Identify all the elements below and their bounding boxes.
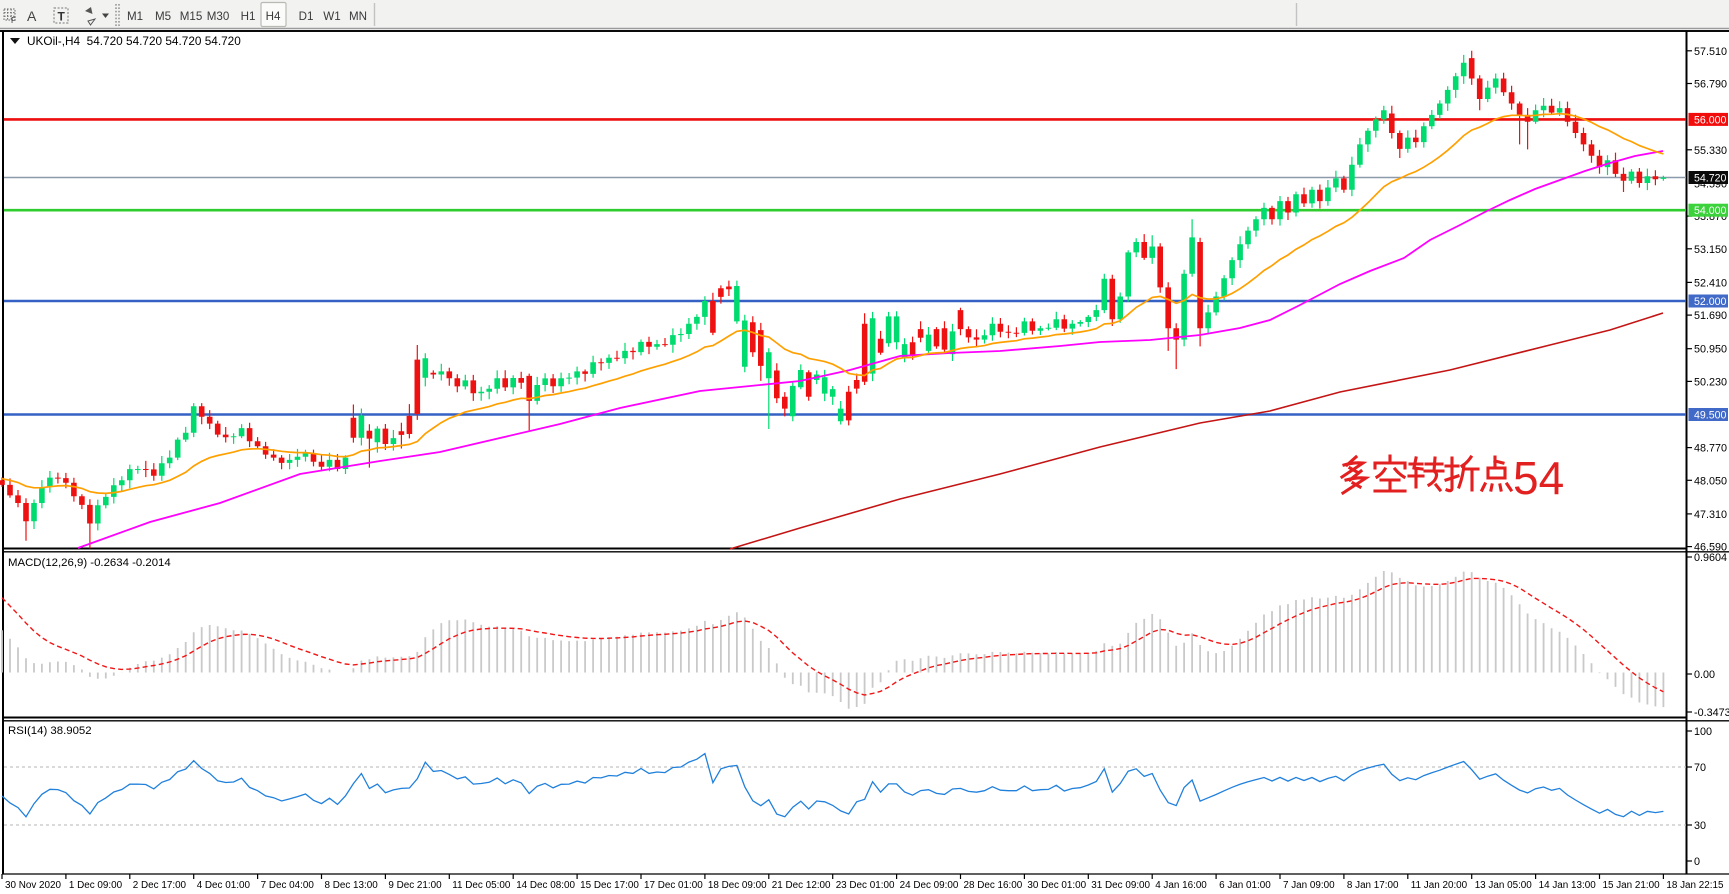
svg-text:52.410: 52.410 bbox=[1694, 277, 1727, 289]
svg-text:M15: M15 bbox=[180, 10, 203, 23]
svg-text:8 Jan 17:00: 8 Jan 17:00 bbox=[1347, 880, 1399, 891]
svg-text:50.950: 50.950 bbox=[1694, 344, 1727, 356]
svg-text:15 Jan 21:00: 15 Jan 21:00 bbox=[1603, 880, 1661, 891]
svg-text:52.000: 52.000 bbox=[1694, 296, 1727, 308]
svg-text:M30: M30 bbox=[207, 10, 230, 23]
svg-text:4 Jan 16:00: 4 Jan 16:00 bbox=[1155, 880, 1207, 891]
svg-text:51.690: 51.690 bbox=[1694, 310, 1727, 322]
svg-text:55.330: 55.330 bbox=[1694, 145, 1727, 157]
svg-text:6 Jan 01:00: 6 Jan 01:00 bbox=[1219, 880, 1271, 891]
svg-text:11 Dec 05:00: 11 Dec 05:00 bbox=[452, 880, 511, 891]
svg-text:23 Dec 01:00: 23 Dec 01:00 bbox=[836, 880, 895, 891]
svg-text:D1: D1 bbox=[299, 10, 314, 23]
svg-text:21 Dec 12:00: 21 Dec 12:00 bbox=[772, 880, 831, 891]
svg-text:UKOil-,H4 54.720 54.720 54.72: UKOil-,H4 54.720 54.720 54.720 54.720 bbox=[27, 34, 241, 48]
svg-text:56.790: 56.790 bbox=[1694, 79, 1727, 91]
svg-text:9 Dec 21:00: 9 Dec 21:00 bbox=[388, 880, 442, 891]
svg-text:70: 70 bbox=[1694, 762, 1706, 774]
svg-text:54.720: 54.720 bbox=[1694, 172, 1727, 184]
svg-text:15 Dec 17:00: 15 Dec 17:00 bbox=[580, 880, 639, 891]
svg-text:MACD(12,26,9) -0.2634 -0.2014: MACD(12,26,9) -0.2634 -0.2014 bbox=[8, 557, 171, 569]
svg-text:RSI(14) 38.9052: RSI(14) 38.9052 bbox=[8, 725, 92, 737]
svg-text:48.770: 48.770 bbox=[1694, 443, 1727, 455]
svg-text:0: 0 bbox=[1694, 856, 1700, 868]
svg-text:M1: M1 bbox=[127, 10, 143, 23]
svg-text:24 Dec 09:00: 24 Dec 09:00 bbox=[900, 880, 959, 891]
svg-text:53.150: 53.150 bbox=[1694, 244, 1727, 256]
svg-text:7 Dec 04:00: 7 Dec 04:00 bbox=[261, 880, 315, 891]
svg-text:W1: W1 bbox=[323, 10, 340, 23]
svg-text:47.310: 47.310 bbox=[1694, 509, 1727, 521]
svg-text:14 Dec 08:00: 14 Dec 08:00 bbox=[516, 880, 575, 891]
svg-text:-0.3473: -0.3473 bbox=[1694, 707, 1729, 719]
svg-text:T: T bbox=[58, 10, 66, 24]
svg-text:11 Jan 20:00: 11 Jan 20:00 bbox=[1411, 880, 1468, 891]
svg-text:A: A bbox=[27, 8, 37, 24]
svg-text:F: F bbox=[11, 16, 16, 25]
svg-text:H4: H4 bbox=[266, 10, 281, 23]
svg-text:MN: MN bbox=[349, 10, 367, 23]
svg-text:17 Dec 01:00: 17 Dec 01:00 bbox=[644, 880, 703, 891]
svg-text:30: 30 bbox=[1694, 820, 1706, 832]
svg-text:2 Dec 17:00: 2 Dec 17:00 bbox=[133, 880, 187, 891]
svg-text:8 Dec 13:00: 8 Dec 13:00 bbox=[325, 880, 379, 891]
svg-text:54.000: 54.000 bbox=[1694, 205, 1727, 217]
svg-text:46.590: 46.590 bbox=[1694, 542, 1727, 554]
svg-text:57.510: 57.510 bbox=[1694, 46, 1727, 58]
svg-text:1 Dec 09:00: 1 Dec 09:00 bbox=[69, 880, 123, 891]
svg-text:0.9604: 0.9604 bbox=[1694, 552, 1727, 564]
svg-text:30 Nov 2020: 30 Nov 2020 bbox=[5, 880, 62, 891]
svg-text:54: 54 bbox=[1513, 452, 1564, 504]
svg-text:4 Dec 01:00: 4 Dec 01:00 bbox=[197, 880, 251, 891]
svg-text:48.050: 48.050 bbox=[1694, 475, 1727, 487]
svg-text:14 Jan 13:00: 14 Jan 13:00 bbox=[1539, 880, 1597, 891]
svg-text:100: 100 bbox=[1694, 726, 1712, 738]
svg-text:13 Jan 05:00: 13 Jan 05:00 bbox=[1475, 880, 1533, 891]
svg-text:0.00: 0.00 bbox=[1694, 669, 1715, 681]
svg-text:50.230: 50.230 bbox=[1694, 376, 1727, 388]
svg-text:18 Dec 09:00: 18 Dec 09:00 bbox=[708, 880, 767, 891]
svg-text:31 Dec 09:00: 31 Dec 09:00 bbox=[1091, 880, 1150, 891]
svg-text:7 Jan 09:00: 7 Jan 09:00 bbox=[1283, 880, 1335, 891]
svg-text:49.500: 49.500 bbox=[1694, 409, 1727, 421]
svg-text:M5: M5 bbox=[155, 10, 171, 23]
svg-text:56.000: 56.000 bbox=[1694, 114, 1727, 126]
svg-text:18 Jan 22:15: 18 Jan 22:15 bbox=[1666, 880, 1724, 891]
svg-text:H1: H1 bbox=[241, 10, 256, 23]
svg-text:28 Dec 16:00: 28 Dec 16:00 bbox=[964, 880, 1023, 891]
svg-text:30 Dec 01:00: 30 Dec 01:00 bbox=[1027, 880, 1086, 891]
